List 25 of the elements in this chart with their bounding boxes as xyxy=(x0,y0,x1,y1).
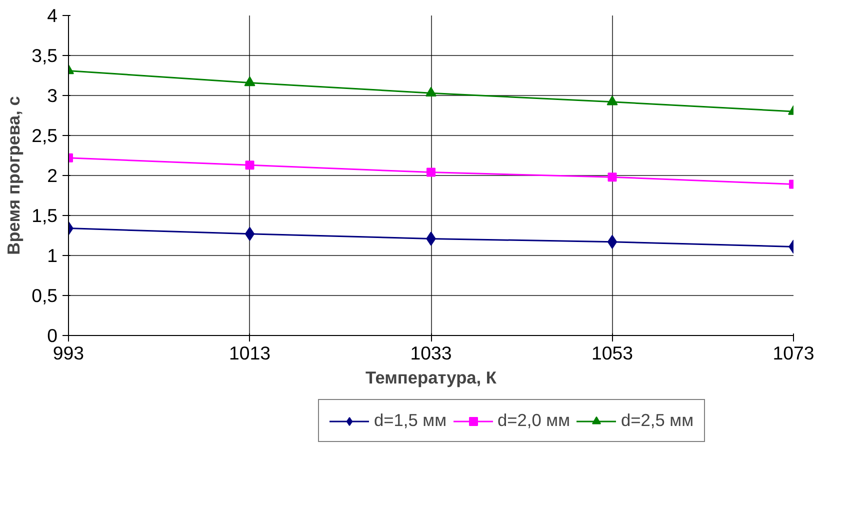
y-tick-label: 1 xyxy=(47,245,58,266)
y-axis-title: Время прогрева, с xyxy=(4,96,24,255)
y-tick-label: 2,5 xyxy=(32,125,58,146)
y-tick-label: 3 xyxy=(47,85,58,106)
x-tick-label: 1033 xyxy=(410,342,452,364)
legend-label: d=2,0 мм xyxy=(498,410,570,431)
y-tick-label: 1,5 xyxy=(32,205,58,226)
point xyxy=(606,96,618,106)
x-axis-title: Температура, К xyxy=(365,368,497,388)
point xyxy=(245,160,254,170)
y-tick-label: 0,5 xyxy=(32,285,58,306)
x-tick-label: 1053 xyxy=(592,342,634,364)
point xyxy=(608,172,617,182)
x-tick-label: 1013 xyxy=(229,342,271,364)
y-tick-label: 2 xyxy=(47,165,58,186)
y-tick-label: 3,5 xyxy=(32,45,58,66)
point xyxy=(244,226,255,241)
legend-label: d=2,5 мм xyxy=(621,410,694,431)
point xyxy=(244,76,256,86)
point xyxy=(426,86,436,96)
x-tick-label: 1073 xyxy=(772,342,814,364)
point xyxy=(607,234,618,249)
point xyxy=(426,168,436,177)
y-tick-label: 4 xyxy=(47,5,58,26)
legend-label: d=1,5 мм xyxy=(374,410,446,431)
